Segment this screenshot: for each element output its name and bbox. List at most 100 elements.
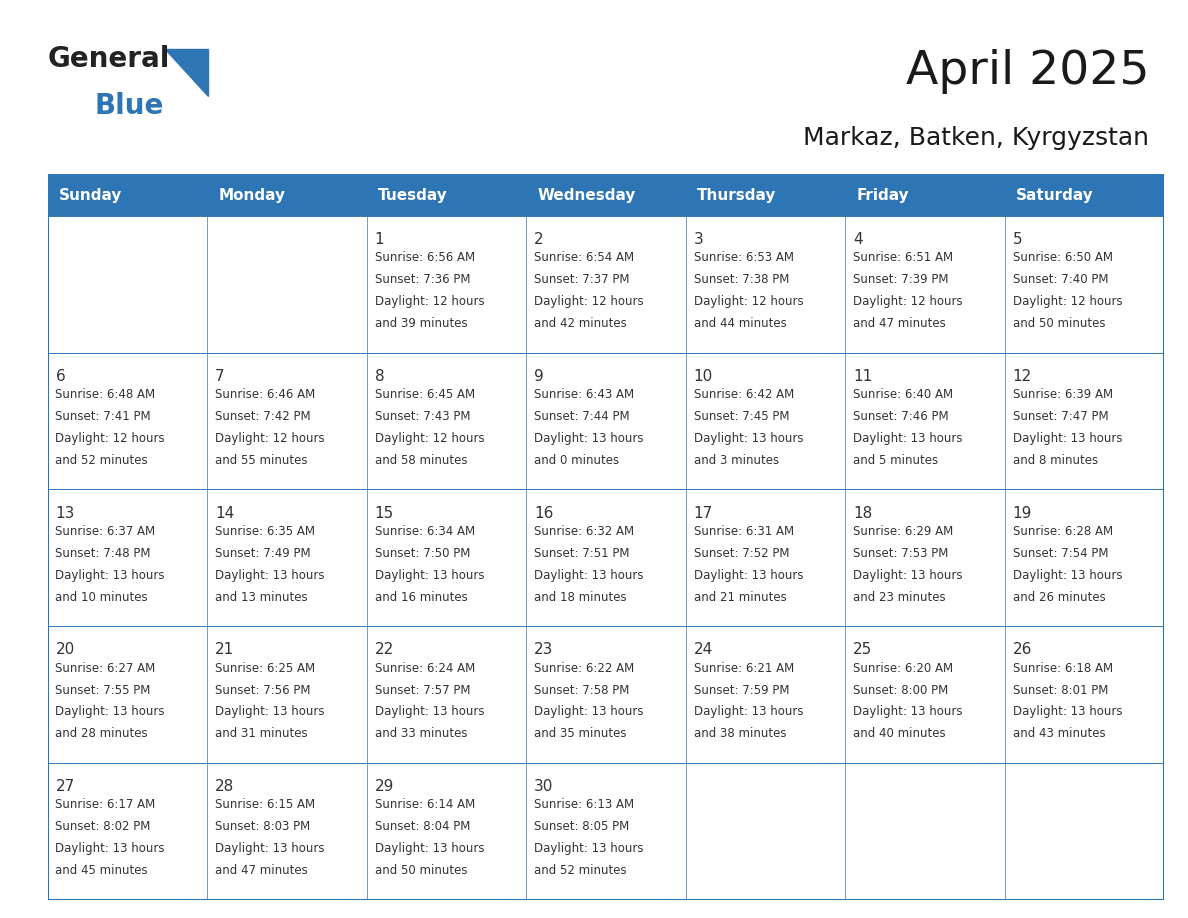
Text: and 52 minutes: and 52 minutes	[535, 864, 627, 877]
FancyBboxPatch shape	[685, 763, 845, 900]
Text: Daylight: 13 hours: Daylight: 13 hours	[215, 705, 324, 719]
Text: Sunset: 7:58 PM: Sunset: 7:58 PM	[535, 684, 630, 697]
Text: April 2025: April 2025	[905, 49, 1149, 95]
Text: Daylight: 12 hours: Daylight: 12 hours	[535, 295, 644, 308]
Text: 20: 20	[56, 643, 75, 657]
Text: and 21 minutes: and 21 minutes	[694, 590, 786, 603]
Text: 13: 13	[56, 506, 75, 521]
Text: and 0 minutes: and 0 minutes	[535, 453, 619, 466]
Text: and 31 minutes: and 31 minutes	[215, 727, 308, 740]
Text: Sunset: 8:03 PM: Sunset: 8:03 PM	[215, 821, 310, 834]
Text: Sunset: 7:57 PM: Sunset: 7:57 PM	[374, 684, 470, 697]
Text: Sunrise: 6:27 AM: Sunrise: 6:27 AM	[56, 662, 156, 675]
Text: Monday: Monday	[219, 187, 285, 203]
Text: and 23 minutes: and 23 minutes	[853, 590, 946, 603]
FancyBboxPatch shape	[48, 626, 207, 763]
Text: Sunrise: 6:18 AM: Sunrise: 6:18 AM	[1012, 662, 1113, 675]
Text: Sunrise: 6:20 AM: Sunrise: 6:20 AM	[853, 662, 953, 675]
Text: Sunset: 8:00 PM: Sunset: 8:00 PM	[853, 684, 948, 697]
Text: Sunset: 7:39 PM: Sunset: 7:39 PM	[853, 274, 949, 286]
Text: and 50 minutes: and 50 minutes	[1012, 317, 1105, 330]
FancyBboxPatch shape	[1005, 353, 1164, 489]
Text: Sunset: 7:43 PM: Sunset: 7:43 PM	[374, 410, 470, 423]
Text: Sunset: 7:51 PM: Sunset: 7:51 PM	[535, 547, 630, 560]
Text: Sunrise: 6:43 AM: Sunrise: 6:43 AM	[535, 388, 634, 401]
Text: and 28 minutes: and 28 minutes	[56, 727, 148, 740]
Text: Sunrise: 6:31 AM: Sunrise: 6:31 AM	[694, 525, 794, 538]
Text: 9: 9	[535, 369, 544, 384]
Text: Daylight: 13 hours: Daylight: 13 hours	[853, 568, 962, 582]
Text: and 26 minutes: and 26 minutes	[1012, 590, 1106, 603]
Text: Blue: Blue	[95, 92, 164, 120]
Text: and 39 minutes: and 39 minutes	[374, 317, 467, 330]
FancyBboxPatch shape	[367, 489, 526, 626]
Text: 14: 14	[215, 506, 234, 521]
Text: 27: 27	[56, 779, 75, 794]
FancyBboxPatch shape	[1005, 763, 1164, 900]
Text: Sunset: 7:44 PM: Sunset: 7:44 PM	[535, 410, 630, 423]
Text: Daylight: 13 hours: Daylight: 13 hours	[215, 842, 324, 856]
Text: Sunrise: 6:48 AM: Sunrise: 6:48 AM	[56, 388, 156, 401]
Text: Sunrise: 6:35 AM: Sunrise: 6:35 AM	[215, 525, 315, 538]
Text: Sunrise: 6:22 AM: Sunrise: 6:22 AM	[535, 662, 634, 675]
Text: Daylight: 13 hours: Daylight: 13 hours	[1012, 568, 1123, 582]
Text: Sunrise: 6:42 AM: Sunrise: 6:42 AM	[694, 388, 794, 401]
Text: Daylight: 12 hours: Daylight: 12 hours	[694, 295, 803, 308]
Text: and 40 minutes: and 40 minutes	[853, 727, 946, 740]
Text: Daylight: 12 hours: Daylight: 12 hours	[56, 431, 165, 445]
FancyBboxPatch shape	[207, 174, 367, 216]
Text: Daylight: 13 hours: Daylight: 13 hours	[56, 568, 165, 582]
Text: Tuesday: Tuesday	[378, 187, 448, 203]
FancyBboxPatch shape	[207, 489, 367, 626]
Text: Daylight: 13 hours: Daylight: 13 hours	[374, 842, 484, 856]
Text: Sunset: 7:55 PM: Sunset: 7:55 PM	[56, 684, 151, 697]
FancyBboxPatch shape	[48, 489, 207, 626]
Text: Sunset: 7:47 PM: Sunset: 7:47 PM	[1012, 410, 1108, 423]
Text: General: General	[48, 44, 170, 73]
FancyBboxPatch shape	[845, 626, 1005, 763]
Text: 10: 10	[694, 369, 713, 384]
FancyBboxPatch shape	[845, 353, 1005, 489]
Text: Sunrise: 6:32 AM: Sunrise: 6:32 AM	[535, 525, 634, 538]
Text: and 38 minutes: and 38 minutes	[694, 727, 786, 740]
FancyBboxPatch shape	[48, 353, 207, 489]
Text: Sunrise: 6:46 AM: Sunrise: 6:46 AM	[215, 388, 315, 401]
Text: Daylight: 13 hours: Daylight: 13 hours	[694, 431, 803, 445]
Text: Sunset: 7:49 PM: Sunset: 7:49 PM	[215, 547, 310, 560]
Text: Sunrise: 6:21 AM: Sunrise: 6:21 AM	[694, 662, 794, 675]
Text: Friday: Friday	[857, 187, 909, 203]
Text: 25: 25	[853, 643, 872, 657]
FancyBboxPatch shape	[845, 489, 1005, 626]
Text: Daylight: 12 hours: Daylight: 12 hours	[1012, 295, 1123, 308]
Text: 3: 3	[694, 232, 703, 247]
FancyBboxPatch shape	[845, 763, 1005, 900]
FancyBboxPatch shape	[367, 763, 526, 900]
Text: Sunset: 7:45 PM: Sunset: 7:45 PM	[694, 410, 789, 423]
Text: Daylight: 13 hours: Daylight: 13 hours	[535, 568, 644, 582]
Text: and 5 minutes: and 5 minutes	[853, 453, 939, 466]
Text: Daylight: 13 hours: Daylight: 13 hours	[853, 431, 962, 445]
Text: and 42 minutes: and 42 minutes	[535, 317, 627, 330]
FancyBboxPatch shape	[685, 216, 845, 353]
FancyBboxPatch shape	[526, 216, 685, 353]
FancyBboxPatch shape	[845, 216, 1005, 353]
Text: Sunrise: 6:17 AM: Sunrise: 6:17 AM	[56, 799, 156, 812]
Text: Sunset: 8:01 PM: Sunset: 8:01 PM	[1012, 684, 1108, 697]
Text: Sunset: 8:04 PM: Sunset: 8:04 PM	[374, 821, 470, 834]
Text: 4: 4	[853, 232, 862, 247]
Text: Sunset: 7:41 PM: Sunset: 7:41 PM	[56, 410, 151, 423]
Text: and 44 minutes: and 44 minutes	[694, 317, 786, 330]
Text: 6: 6	[56, 369, 65, 384]
Text: Sunset: 7:38 PM: Sunset: 7:38 PM	[694, 274, 789, 286]
Text: 16: 16	[535, 506, 554, 521]
Text: Sunrise: 6:39 AM: Sunrise: 6:39 AM	[1012, 388, 1113, 401]
FancyBboxPatch shape	[1005, 174, 1164, 216]
Text: Sunrise: 6:15 AM: Sunrise: 6:15 AM	[215, 799, 315, 812]
Text: Daylight: 12 hours: Daylight: 12 hours	[215, 431, 324, 445]
Text: Daylight: 13 hours: Daylight: 13 hours	[374, 705, 484, 719]
Text: 2: 2	[535, 232, 544, 247]
FancyBboxPatch shape	[685, 489, 845, 626]
Text: Daylight: 13 hours: Daylight: 13 hours	[374, 568, 484, 582]
Text: 11: 11	[853, 369, 872, 384]
Text: Sunrise: 6:29 AM: Sunrise: 6:29 AM	[853, 525, 954, 538]
